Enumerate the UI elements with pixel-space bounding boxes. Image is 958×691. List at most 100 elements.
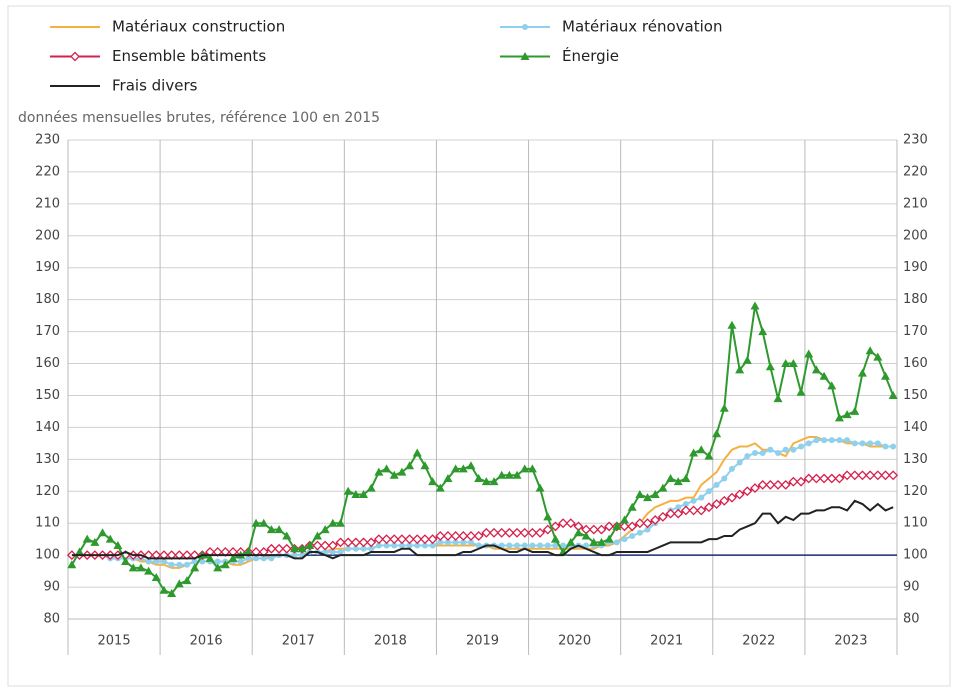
point [243,547,253,556]
point [596,524,607,535]
point [537,542,544,549]
point [844,437,851,444]
point [504,470,514,479]
point [712,429,722,438]
point [821,437,828,444]
point [636,529,643,536]
point [205,553,215,562]
point [414,542,421,549]
point [742,355,752,364]
point [550,534,560,543]
point [728,465,735,472]
y-tick-label: 80 [43,612,60,627]
point [391,542,398,549]
point [327,540,338,551]
point [366,537,377,548]
point [335,537,346,548]
point [274,543,285,554]
point [880,371,890,380]
point [796,476,806,487]
point [168,561,175,568]
y2-tick-label: 160 [903,356,928,371]
point [450,531,461,541]
point [167,588,177,597]
point [565,518,576,529]
legend-label: Énergie [562,46,619,65]
point [736,459,743,466]
point [428,477,438,486]
point [704,451,714,460]
y2-tick-label: 220 [903,164,928,179]
point [213,563,223,572]
point [673,508,684,519]
point [266,525,276,534]
point [66,550,77,561]
point [260,555,267,562]
point [588,524,599,535]
point [828,437,835,444]
y-tick-label: 180 [35,292,60,307]
point [788,359,798,368]
point [690,497,697,504]
point [297,544,307,553]
point [328,518,338,527]
point [629,532,636,539]
point [474,473,484,482]
point [859,440,866,447]
point [228,553,238,562]
y-tick-label: 160 [35,356,60,371]
point [867,440,874,447]
y2-tick-label: 200 [903,228,928,243]
point [757,479,768,490]
y2-tick-label: 90 [903,580,920,595]
point [345,545,352,552]
point [552,542,559,549]
y2-tick-label: 110 [903,516,928,531]
y-tick-label: 90 [43,580,60,595]
point [159,585,169,594]
point [214,558,221,565]
point [176,561,183,568]
point [253,555,260,562]
point [381,534,392,545]
point [727,492,737,503]
x-tick-label: 2020 [558,634,591,649]
point [796,387,806,396]
point [780,479,791,490]
point [389,470,399,479]
point [481,477,491,486]
subtitle: données mensuelles brutes, référence 100… [18,110,380,126]
point [312,531,322,540]
point [750,301,760,310]
point [635,489,645,498]
point [427,534,438,545]
point [529,542,536,549]
point [826,473,837,484]
point [67,560,77,569]
point [343,537,354,548]
point [473,531,484,541]
point [237,558,244,565]
point [512,470,522,479]
y2-tick-label: 210 [903,196,928,211]
point [573,528,583,537]
point [842,470,853,481]
x-tick-label: 2023 [834,634,867,649]
point [734,489,745,500]
point [589,537,599,546]
point [759,449,766,456]
point [98,528,108,537]
point [405,461,415,470]
point [506,542,513,549]
legend-marker [520,52,530,60]
point [420,461,430,470]
point [421,542,428,549]
x-tick-label: 2022 [742,634,775,649]
point [496,527,507,538]
point [689,448,699,457]
point [251,518,261,527]
point [467,539,474,546]
point [105,534,115,543]
legend-label: Frais divers [112,77,198,95]
point [153,558,160,565]
